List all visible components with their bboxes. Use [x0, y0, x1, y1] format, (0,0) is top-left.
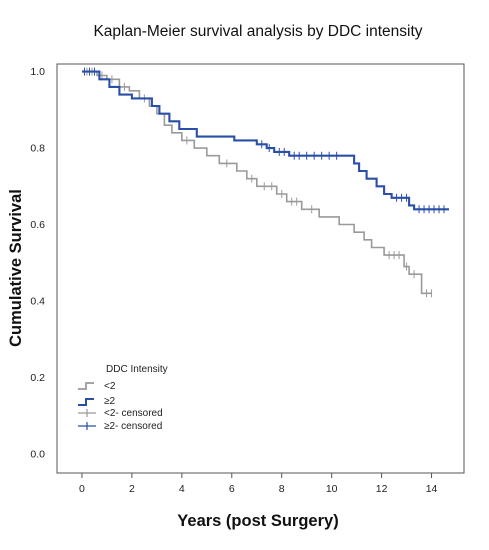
x-tick-label: 4: [179, 483, 185, 495]
x-tick-label: 2: [129, 483, 135, 495]
legend-label-lt2: <2: [104, 381, 116, 392]
series-layer: [82, 67, 449, 298]
legend-censor-mark-lt2: [78, 409, 96, 417]
y-tick-label: 0.2: [30, 372, 45, 384]
legend-title: DDC Intensity: [106, 364, 168, 375]
legend-label-ge2: ≥2: [104, 396, 115, 407]
survival-curve-1: [82, 70, 449, 211]
legend-item-ge2: ≥2: [78, 396, 115, 407]
x-tick-label: 14: [426, 483, 438, 495]
legend-step-line-lt2: [78, 382, 94, 390]
legend-censor-mark-ge2: [78, 422, 96, 430]
y-tick-label: 0.8: [30, 143, 45, 155]
series-0: [82, 67, 433, 298]
y-tick-label: 0.4: [30, 295, 45, 307]
legend: DDC Intensity <2 ≥2 <2- censored ≥2- cen…: [78, 364, 168, 432]
tick-layer: 0 2 4 6 8 10 12 14 0.0 0.2 0.4 0.6 0.8 1.0: [30, 66, 437, 495]
y-tick-label: 0.6: [30, 219, 45, 231]
x-tick-label: 8: [279, 483, 285, 495]
legend-label-ge2-censored: ≥2- censored: [104, 421, 162, 432]
y-axis-label: Cumulative Survival: [7, 189, 25, 347]
series-1: [82, 67, 449, 214]
y-tick-label: 1.0: [30, 66, 45, 78]
legend-step-line-ge2: [78, 398, 94, 406]
x-tick-label: 10: [326, 483, 338, 495]
legend-label-lt2-censored: <2- censored: [104, 408, 163, 419]
legend-item-ge2-censored: ≥2- censored: [78, 421, 162, 432]
legend-item-lt2: <2: [78, 381, 116, 392]
chart-title: Kaplan-Meier survival analysis by DDC in…: [93, 23, 422, 40]
legend-item-lt2-censored: <2- censored: [78, 408, 163, 419]
survival-curve-0: [82, 70, 432, 295]
x-axis-label: Years (post Surgery): [177, 512, 338, 530]
x-tick-label: 0: [79, 483, 85, 495]
plot-frame: [56, 63, 465, 474]
x-tick-label: 6: [229, 483, 235, 495]
y-tick-label: 0.0: [30, 448, 45, 460]
x-tick-label: 12: [376, 483, 388, 495]
